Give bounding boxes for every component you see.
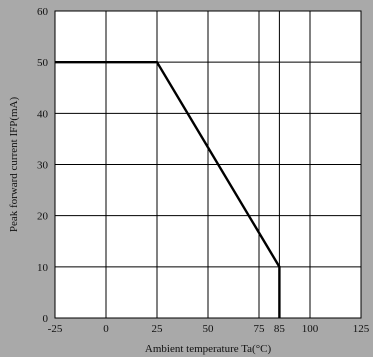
y-tick-label: 50 [37,57,49,69]
x-tick-labels: -25 0 25 50 75 85 100 125 [48,323,370,335]
y-tick-label: 40 [37,108,49,120]
x-tick-label: 75 [254,323,266,335]
y-tick-label: 10 [37,262,49,274]
y-tick-label: 0 [43,313,49,325]
x-tick-label: 25 [152,323,164,335]
y-tick-label: 30 [37,160,49,172]
x-tick-label: 85 [274,323,286,335]
x-tick-label: 125 [353,323,370,335]
y-tick-labels: 0 10 20 30 40 50 60 [37,6,49,325]
x-axis-title: Ambient temperature Ta(°C) [145,343,272,355]
y-axis-title: Peak forward current IFP(mA) [8,97,20,233]
plot-border [54,10,362,319]
x-tick-label: -25 [48,323,63,335]
series-layer [55,60,281,318]
y-tick-label: 20 [37,211,49,223]
x-tick-label: 100 [302,323,319,335]
series-line-1 [55,60,281,318]
x-tick-label: 50 [203,323,215,335]
x-tick-label: 0 [103,323,109,335]
y-tick-label: 60 [37,6,49,18]
